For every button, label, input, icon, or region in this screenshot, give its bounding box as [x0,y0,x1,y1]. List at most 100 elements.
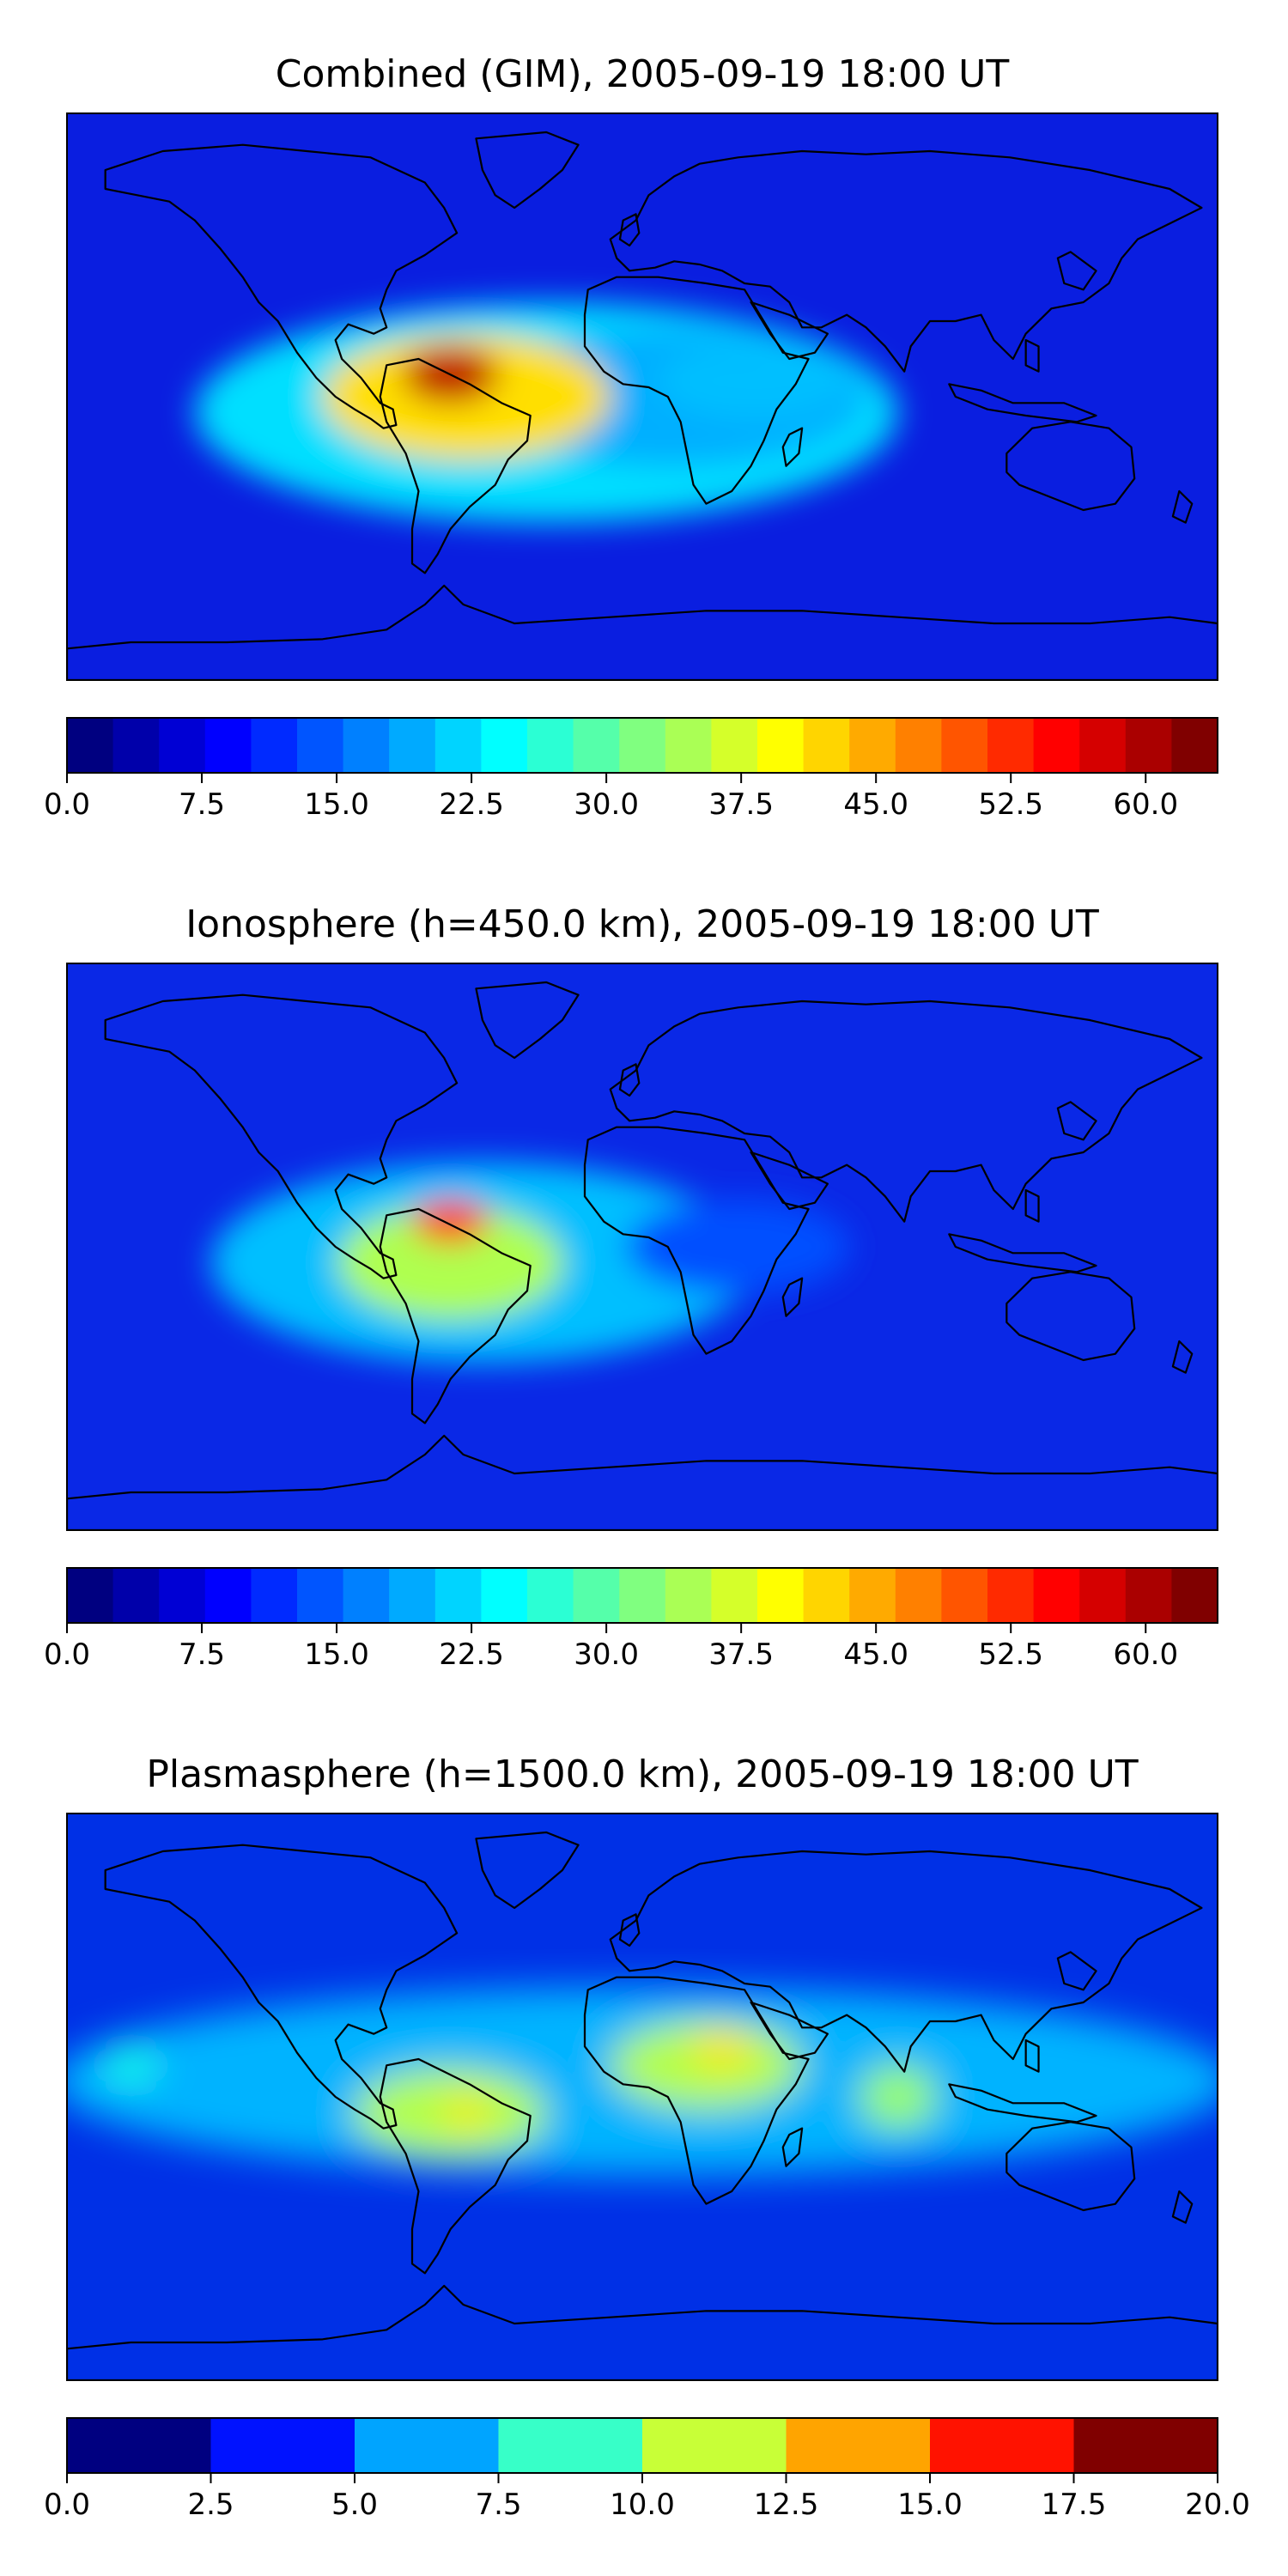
colorbar-segment [665,1568,712,1623]
colorbar-segment [1125,1568,1172,1623]
colorbar-tick-label: 20.0 [1185,2488,1250,2522]
colorbar-tick-label: 7.5 [179,787,225,822]
colorbar-tick-label: 17.5 [1042,2488,1107,2522]
colorbar-tick-label: 15.0 [304,787,369,822]
field-south-america-high [338,1206,562,1320]
colorbar-segment [112,1568,160,1623]
field-indian-ocean-high [860,2065,937,2129]
colorbar-segment [849,718,896,773]
tec-field [194,302,898,523]
colorbar-segment [1079,718,1127,773]
colorbar-segment [895,1568,942,1623]
colorbar-segment [619,718,666,773]
colorbar-segment [1079,1568,1127,1623]
colorbar-segment [498,2418,643,2473]
colorbar-ticks: 0.0 7.5 15.0 22.5 30.0 37.5 45.0 52.5 60.0 [44,1623,1178,1672]
colorbar-segment [941,718,988,773]
colorbar-tick-label: 30.0 [574,787,639,822]
colorbar-segment [527,718,574,773]
field-pacific-blob [105,2046,157,2085]
colorbar-segment [159,1568,206,1623]
tec-field [210,1162,850,1364]
colorbar-tick-label: 60.0 [1113,787,1178,822]
colorbar-segment [849,1568,896,1623]
colorbar-segment [786,2418,931,2473]
colorbar-tick-label: 15.0 [897,2488,963,2522]
colorbar-segment [803,718,850,773]
colorbar-segment [711,718,758,773]
panel-title: Combined (GIM), 2005-09-19 18:00 UT [276,52,1010,96]
colorbar-tick-label: 37.5 [708,1637,774,1672]
colorbar-segment [895,718,942,773]
map-frame [66,112,1218,681]
colorbar-tick-label: 0.0 [44,1637,90,1672]
colorbar [66,2417,1218,2474]
tec-field [67,1986,1218,2176]
colorbar-segment [204,718,252,773]
colorbar-frame [66,1567,1218,1624]
colorbar-segment [389,1568,436,1623]
colorbar-tick-label: 60.0 [1113,1637,1178,1672]
colorbar-tick-label: 5.0 [331,2488,378,2522]
colorbar-tick-label: 7.5 [475,2488,521,2522]
map-frame [66,963,1218,1531]
colorbar-tick-label: 12.5 [754,2488,819,2522]
panel-title: Plasmasphere (h=1500.0 km), 2005-09-19 1… [146,1753,1138,1796]
colorbar-tick-label: 22.5 [439,1637,504,1672]
colorbar-segment [987,718,1035,773]
colorbar-tick-label: 15.0 [304,1637,369,1672]
colorbar-tick-label: 45.0 [843,787,908,822]
map-area [67,963,1218,1530]
colorbar-segment [573,718,620,773]
field-africa-peak [690,2031,755,2069]
colorbar-segment [1171,1568,1218,1623]
field-south-america-peak [444,2097,489,2129]
colorbar-tick-label: 10.0 [610,2488,675,2522]
colorbar-segment [941,1568,988,1623]
colorbar-segment [251,718,298,773]
colorbar-segment [481,718,528,773]
colorbar-segment [665,718,712,773]
colorbar-segment [251,1568,298,1623]
colorbar-tick-label: 7.5 [179,1637,225,1672]
panel-title: Ionosphere (h=450.0 km), 2005-09-19 18:0… [185,902,1099,946]
field-africa-band [626,1200,850,1294]
colorbar-segment [757,718,805,773]
field-africa-band [658,343,850,419]
colorbar-segment [1033,718,1080,773]
panel-plasmasphere: Plasmasphere (h=1500.0 km), 2005-09-19 1… [44,1753,1250,2522]
panel-combined: Combined (GIM), 2005-09-19 18:00 UT 0.0 7… [44,52,1218,822]
colorbar-tick-label: 30.0 [574,1637,639,1672]
colorbar-segment [434,718,482,773]
colorbar-segment [619,1568,666,1623]
map-area [67,1814,1218,2380]
colorbar-tick-label: 22.5 [439,787,504,822]
colorbar-segment [389,718,436,773]
colorbar-segment [343,1568,390,1623]
field-south-america-peak [412,1200,489,1244]
colorbar-segment [573,1568,620,1623]
colorbar-segment [642,2418,787,2473]
colorbar-tick-label: 37.5 [708,787,774,822]
colorbar [66,717,1218,774]
colorbar-segment [355,2418,500,2473]
colorbar-segment [204,1568,252,1623]
colorbar-frame [66,717,1218,774]
colorbar-tick-label: 0.0 [44,2488,90,2522]
colorbar-segment [343,718,390,773]
colorbar-segment [297,1568,344,1623]
colorbar-segment [210,2418,355,2473]
colorbar-segment [930,2418,1075,2473]
colorbar-segment [711,1568,758,1623]
colorbar-segment [67,718,114,773]
colorbar-tick-label: 0.0 [44,787,90,822]
colorbar-segment [1171,718,1218,773]
colorbar-segment [1073,2418,1218,2473]
colorbar-ticks: 0.0 2.5 5.0 7.5 10.0 12.5 15.0 17.5 20.0 [44,2473,1250,2522]
colorbar-segment [297,718,344,773]
colorbar-segment [1125,718,1172,773]
map-area [67,113,1218,680]
map-frame [66,1813,1218,2381]
colorbar-segment [987,1568,1035,1623]
